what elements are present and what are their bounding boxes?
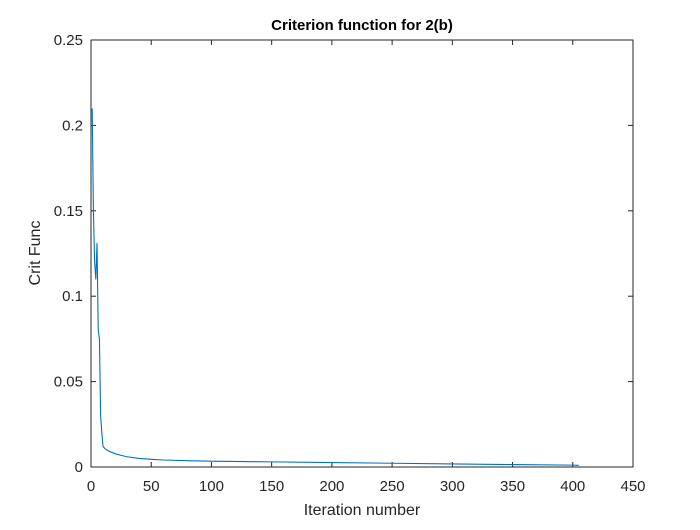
series-line-1 xyxy=(91,108,579,466)
x-tick-label: 100 xyxy=(199,478,224,495)
x-tick-label: 50 xyxy=(143,478,160,495)
plot-area xyxy=(90,39,634,468)
y-tick-label: 0.25 xyxy=(54,32,83,49)
x-tick-label: 0 xyxy=(87,478,95,495)
x-tick-label: 450 xyxy=(620,478,645,495)
plot-box xyxy=(90,39,634,468)
y-axis-label: Crit Func xyxy=(27,221,44,286)
x-tick-label: 300 xyxy=(440,478,465,495)
y-tick-label: 0 xyxy=(75,459,83,476)
chart-title: Criterion function for 2(b) xyxy=(271,17,453,34)
x-tick-label: 150 xyxy=(259,478,284,495)
x-tick-label: 250 xyxy=(380,478,405,495)
y-tick-label: 0.2 xyxy=(62,117,83,134)
x-tick-label: 350 xyxy=(500,478,525,495)
axis-ticks: 0 50 100 150 200 250 300 350 400 450 0 0.05 0.1 0.15 0… xyxy=(54,32,646,495)
series-layer xyxy=(91,108,579,466)
y-tick-label: 0.05 xyxy=(54,374,83,391)
x-axis-label: Iteration number xyxy=(304,502,421,519)
y-tick-label: 0.1 xyxy=(62,288,83,305)
x-tick-label: 400 xyxy=(560,478,585,495)
y-tick-label: 0.15 xyxy=(54,203,83,220)
x-tick-label: 200 xyxy=(319,478,344,495)
